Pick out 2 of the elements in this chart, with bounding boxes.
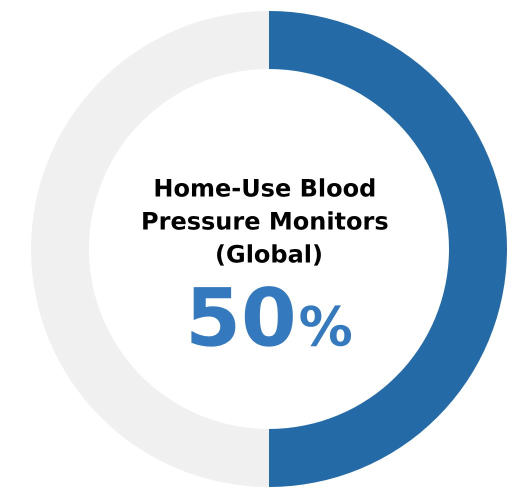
text: Home-Use Blood Pressure Monitors (Global) (141, 174, 397, 268)
data-label: 50% (185, 272, 353, 364)
